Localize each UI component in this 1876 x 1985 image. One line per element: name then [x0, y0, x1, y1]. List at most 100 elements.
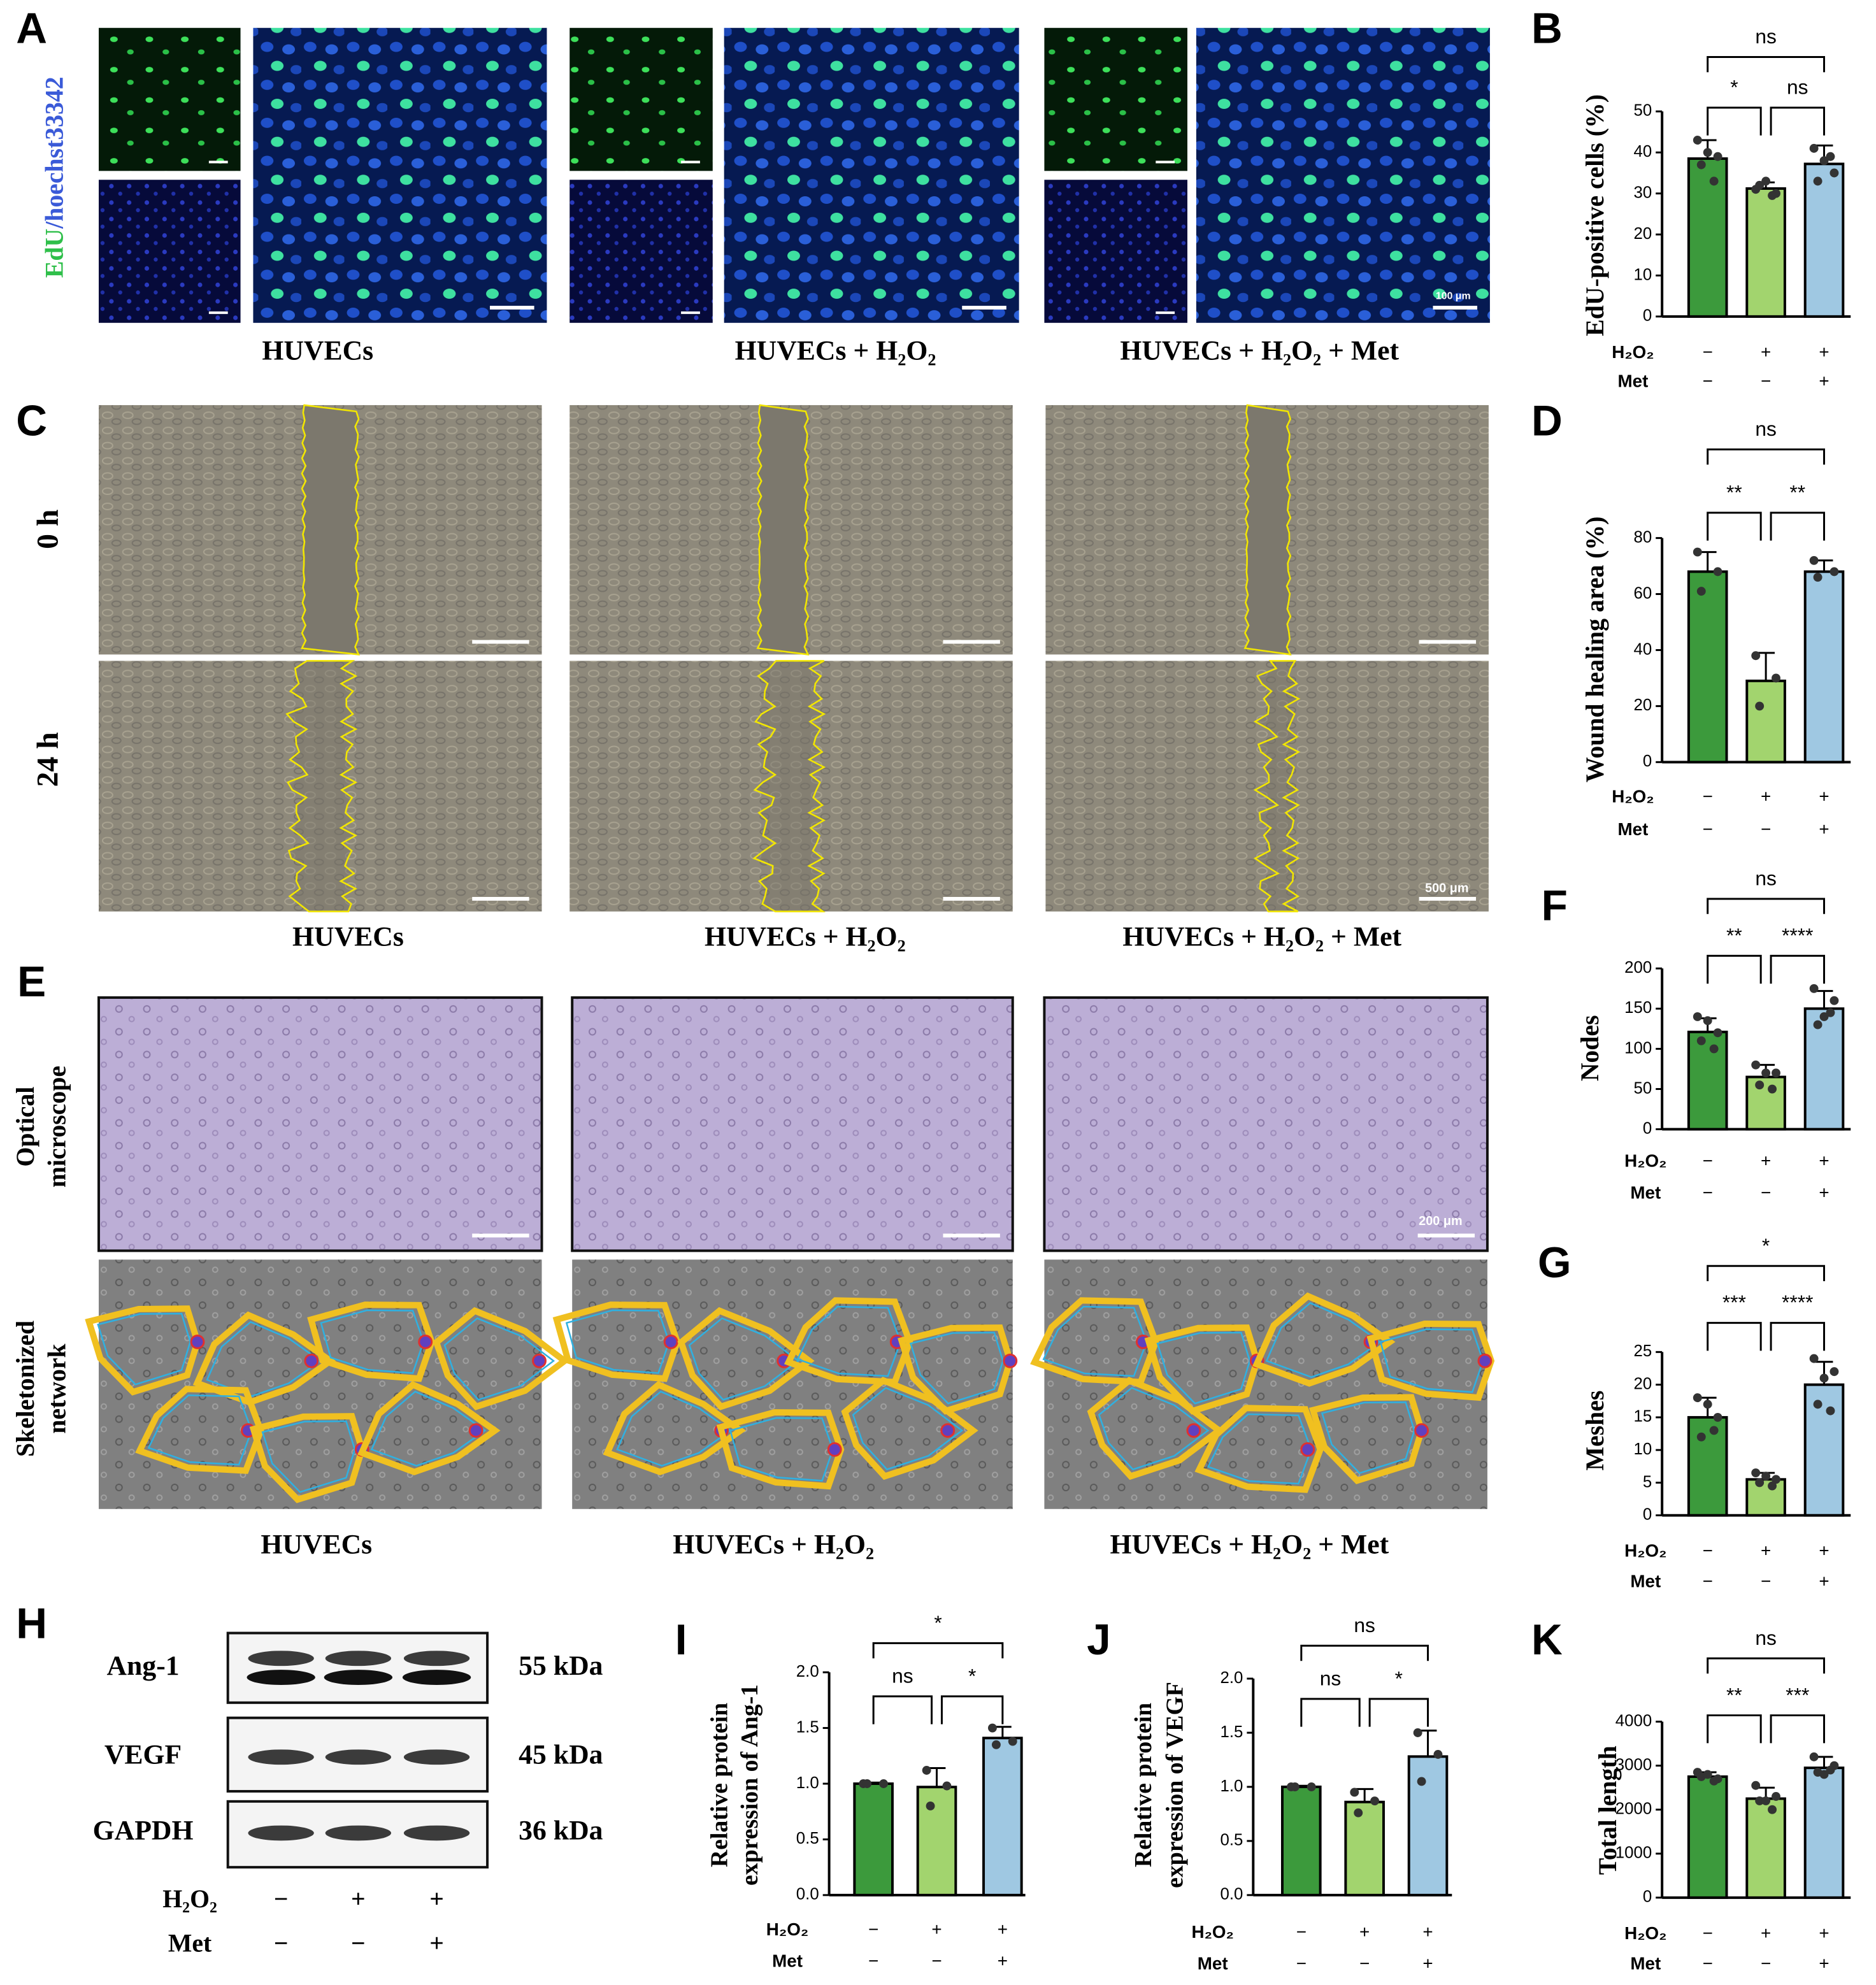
y-axis-label: Meshes	[1581, 1391, 1609, 1471]
y-tick-label: 40	[1634, 143, 1652, 161]
caption: HUVECs + H₂O₂ + Met	[1122, 922, 1401, 952]
mesh	[135, 1386, 264, 1474]
image-hoechst	[569, 180, 713, 323]
y-tick-label: 3000	[1615, 1756, 1652, 1774]
treatment-sign: +	[998, 1919, 1008, 1939]
data-point	[1751, 651, 1761, 661]
image-merge	[1196, 27, 1490, 323]
image-merge	[253, 27, 547, 323]
band	[248, 1749, 314, 1765]
bar	[1745, 1478, 1786, 1517]
data-point	[1751, 1468, 1761, 1478]
mesh	[85, 1305, 201, 1396]
data-point	[942, 1781, 952, 1791]
treatment-sign: −	[1703, 1182, 1713, 1202]
y-tick-label: 0	[1643, 307, 1652, 325]
significance-label: **	[1726, 1683, 1742, 1706]
treatment-sign: −	[1703, 1571, 1713, 1591]
treatment-sign: −	[868, 1919, 878, 1939]
significance-label: ns	[892, 1664, 913, 1687]
data-point	[1709, 1776, 1719, 1786]
y-tick-label: 0.0	[1221, 1886, 1243, 1903]
band	[403, 1749, 470, 1765]
treatment-sign: +	[1819, 786, 1829, 806]
node	[532, 1353, 547, 1368]
treatment-name: H₂O₂	[1624, 1151, 1666, 1171]
image-hoechst	[99, 180, 241, 323]
y-tick-label: 100	[1624, 1039, 1652, 1057]
bar	[1344, 1800, 1385, 1896]
data-point	[1809, 984, 1819, 993]
significance-bracket	[1707, 898, 1826, 914]
data-point	[1772, 1792, 1780, 1801]
error-bar	[927, 1767, 946, 1788]
node	[468, 1423, 483, 1438]
treatment-sign: +	[1761, 342, 1771, 362]
significance-bracket	[1707, 954, 1762, 984]
mesh	[1366, 1320, 1495, 1401]
row-label: Skeletonized	[11, 1321, 39, 1457]
data-point	[1819, 156, 1829, 166]
size-label: 45 kDa	[519, 1739, 603, 1770]
data-point	[1829, 567, 1839, 577]
significance-label: ns	[1787, 76, 1808, 99]
data-point	[1826, 1008, 1835, 1017]
data-point	[1713, 1028, 1722, 1038]
y-tick-label: 2000	[1615, 1800, 1652, 1818]
treatment-sign: +	[1819, 371, 1829, 391]
treatment-sign: −	[1761, 1182, 1771, 1202]
significance-label: ****	[1782, 1291, 1813, 1314]
bar	[1803, 1007, 1845, 1131]
data-point	[1768, 1084, 1777, 1094]
significance-bracket	[1707, 55, 1826, 73]
significance-bracket	[872, 1695, 933, 1724]
bar	[1687, 1415, 1728, 1517]
wound-outline	[1243, 404, 1292, 656]
significance-label: *	[1730, 76, 1738, 99]
treatment-name: Met	[1630, 1571, 1661, 1591]
significance-label: ns	[1354, 1614, 1375, 1637]
wound-outline	[300, 404, 361, 656]
scale-label: 500 μm	[1425, 881, 1468, 895]
wound-outline	[756, 404, 810, 656]
y-tick-label: 50	[1634, 102, 1652, 120]
node	[190, 1335, 205, 1349]
image-skeleton	[1044, 1259, 1487, 1509]
significance-label: ***	[1786, 1683, 1809, 1706]
band	[248, 1825, 314, 1841]
treatment-sign: +	[1819, 819, 1829, 839]
data-point	[1826, 1406, 1835, 1415]
y-tick-label: 1000	[1615, 1844, 1652, 1862]
scale-label: 100 μm	[1436, 290, 1471, 301]
data-point	[1829, 1367, 1839, 1377]
y-tick-label: 10	[1634, 1440, 1652, 1458]
data-point	[987, 1723, 997, 1733]
caption: HUVECs	[262, 336, 373, 366]
treatment-name: Met	[1630, 1953, 1661, 1973]
treatment-sign: −	[1296, 1953, 1307, 1973]
mesh-inner	[147, 1394, 253, 1466]
data-point	[1768, 190, 1777, 200]
error-bar	[1419, 1730, 1437, 1757]
wound-outline	[752, 660, 826, 913]
mesh	[841, 1377, 978, 1480]
treatment-sign: −	[1703, 342, 1713, 362]
mesh-inner	[1207, 1413, 1312, 1485]
treatment-sign: −	[274, 1885, 289, 1913]
treatment-sign: +	[1819, 1571, 1829, 1591]
significance-label: *	[1762, 1234, 1770, 1257]
data-point	[1768, 1805, 1777, 1814]
mesh	[552, 1301, 681, 1382]
data-point	[1709, 1426, 1719, 1435]
significance-label: **	[1726, 480, 1742, 503]
mesh	[307, 1301, 435, 1382]
node	[1186, 1423, 1201, 1438]
significance-label: **	[1726, 924, 1742, 947]
caption: HUVECs + H₂O₂ + Met	[1120, 336, 1399, 366]
data-point	[1755, 1080, 1765, 1090]
treatment-name: Met	[772, 1951, 803, 1971]
y-tick-label: 10	[1634, 266, 1652, 283]
treatment-sign: +	[1761, 1151, 1771, 1171]
protein-label: GAPDH	[93, 1816, 194, 1846]
mesh	[677, 1307, 815, 1410]
